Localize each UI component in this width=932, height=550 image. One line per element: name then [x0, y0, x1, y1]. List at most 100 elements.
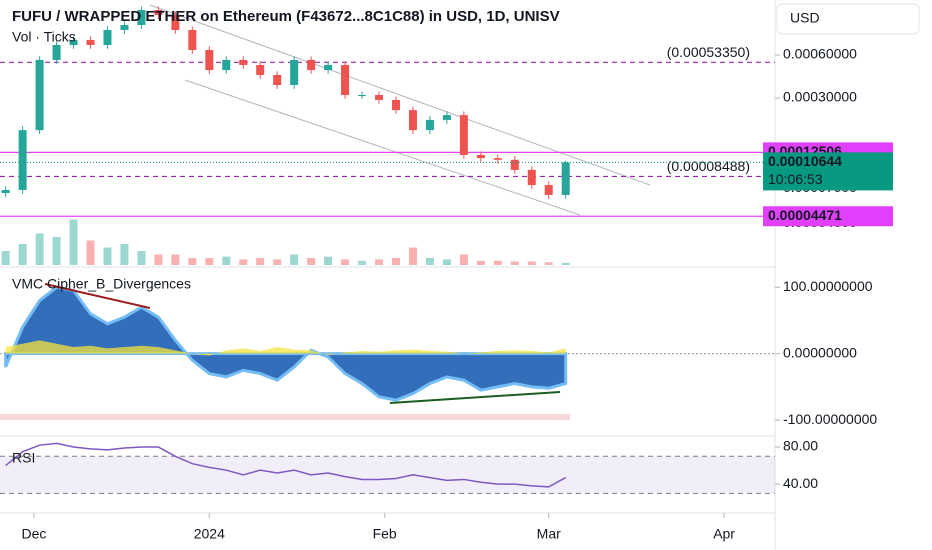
candle-body — [35, 59, 44, 131]
volume-bar — [239, 259, 248, 265]
candle-body — [358, 95, 367, 97]
candle-body — [18, 130, 27, 190]
volume-bar — [256, 258, 265, 265]
candle-body — [307, 59, 316, 71]
volume-bar — [137, 251, 146, 265]
volume-bar — [408, 247, 417, 265]
volume-bar — [561, 262, 570, 265]
channel-line — [184, 79, 581, 216]
volume-bar — [18, 244, 27, 265]
signal-band — [0, 414, 570, 420]
candle-body — [493, 158, 502, 160]
currency-label[interactable]: USD — [790, 10, 820, 26]
volume-bar — [273, 259, 282, 265]
x-tick-label: 2024 — [194, 526, 225, 542]
area — [5, 340, 566, 356]
candle-body — [154, 10, 163, 15]
volume-bar — [476, 260, 485, 265]
volume-bar — [171, 254, 180, 265]
level-label: (0.00053350) — [667, 44, 750, 60]
volume-bar — [35, 233, 44, 265]
candle-body — [86, 40, 95, 45]
countdown: 10:06:53 — [768, 171, 823, 187]
candle-body — [52, 44, 61, 60]
candle-body — [171, 14, 180, 30]
subtitle: Vol · Ticks — [12, 29, 76, 45]
candle-body — [341, 64, 350, 96]
candle-body — [391, 99, 400, 111]
y-tick-label: 0.00060000 — [783, 46, 857, 62]
rsi-band — [0, 456, 775, 494]
currency-button[interactable] — [776, 3, 920, 35]
volume-bar — [544, 262, 553, 265]
volume-bar — [290, 254, 299, 265]
price-tag — [763, 206, 893, 227]
candle-body — [544, 185, 553, 195]
chart-title: FUFU / WRAPPED ETHER on Ethereum (F43672… — [12, 8, 560, 25]
candle-body — [103, 29, 112, 45]
volume-bar — [188, 258, 197, 265]
y-tick-label: 80.00 — [783, 438, 818, 454]
candle-body — [442, 115, 451, 120]
volume-bar — [69, 219, 78, 265]
volume-bar — [425, 258, 434, 265]
x-tick-label: Mar — [537, 526, 561, 542]
indicator-title: VMC Cipher_B_Divergences — [12, 276, 191, 292]
level-label: (0.00008488) — [667, 158, 750, 174]
candle-body — [137, 10, 146, 25]
candle-body — [256, 64, 265, 75]
volume-bar — [324, 256, 333, 265]
divergence-line — [44, 283, 151, 309]
volume-bar — [52, 237, 61, 265]
candle-body — [476, 154, 485, 159]
x-tick-label: Feb — [373, 526, 397, 542]
y-tick-label: 0.00030000 — [783, 89, 857, 105]
channel-line — [149, 4, 651, 186]
candle-body — [375, 95, 384, 100]
rsi-title: RSI — [12, 450, 35, 466]
area — [4, 285, 568, 402]
candle-body — [425, 119, 434, 131]
volume-bar — [510, 261, 519, 265]
plot-layer: 0.000600000.000300000.000070000.00004000… — [0, 6, 893, 542]
price-tag — [763, 152, 893, 191]
candle-body — [1, 189, 10, 194]
volume-bar — [222, 256, 231, 265]
volume-bar — [341, 259, 350, 265]
volume-bar — [493, 260, 502, 265]
candle-body — [69, 40, 78, 45]
volume-bar — [527, 261, 536, 265]
candle-body — [290, 59, 299, 86]
y-tick-label: 100.00000000 — [783, 278, 873, 294]
price-tag-label: 0.00004471 — [768, 207, 842, 223]
volume-bar — [442, 259, 451, 265]
candle-body — [324, 64, 333, 71]
candle-body — [273, 74, 282, 86]
candle-body — [510, 159, 519, 170]
volume-bar — [307, 258, 316, 265]
price-tag-label: 0.00010644 — [768, 153, 842, 169]
y-tick-label: 0.00000000 — [783, 344, 857, 360]
candle-body — [188, 29, 197, 51]
y-tick-label: 40.00 — [783, 475, 818, 491]
volume-bar — [154, 254, 163, 265]
volume-bar — [120, 244, 129, 265]
candle-body — [459, 115, 468, 155]
volume-bar — [1, 251, 10, 265]
x-tick-label: Apr — [713, 526, 735, 542]
candle-body — [408, 110, 417, 131]
volume-bar — [375, 259, 384, 265]
volume-bar — [205, 258, 214, 265]
candle-body — [239, 59, 248, 65]
y-tick-label: -100.00000000 — [783, 411, 877, 427]
volume-bar — [103, 247, 112, 265]
volume-bar — [391, 258, 400, 265]
candle-body — [222, 59, 231, 71]
x-tick-label: Dec — [21, 526, 46, 542]
candle-body — [205, 50, 214, 71]
candle-body — [527, 169, 536, 186]
volume-bar — [358, 260, 367, 265]
volume-bar — [86, 240, 95, 265]
